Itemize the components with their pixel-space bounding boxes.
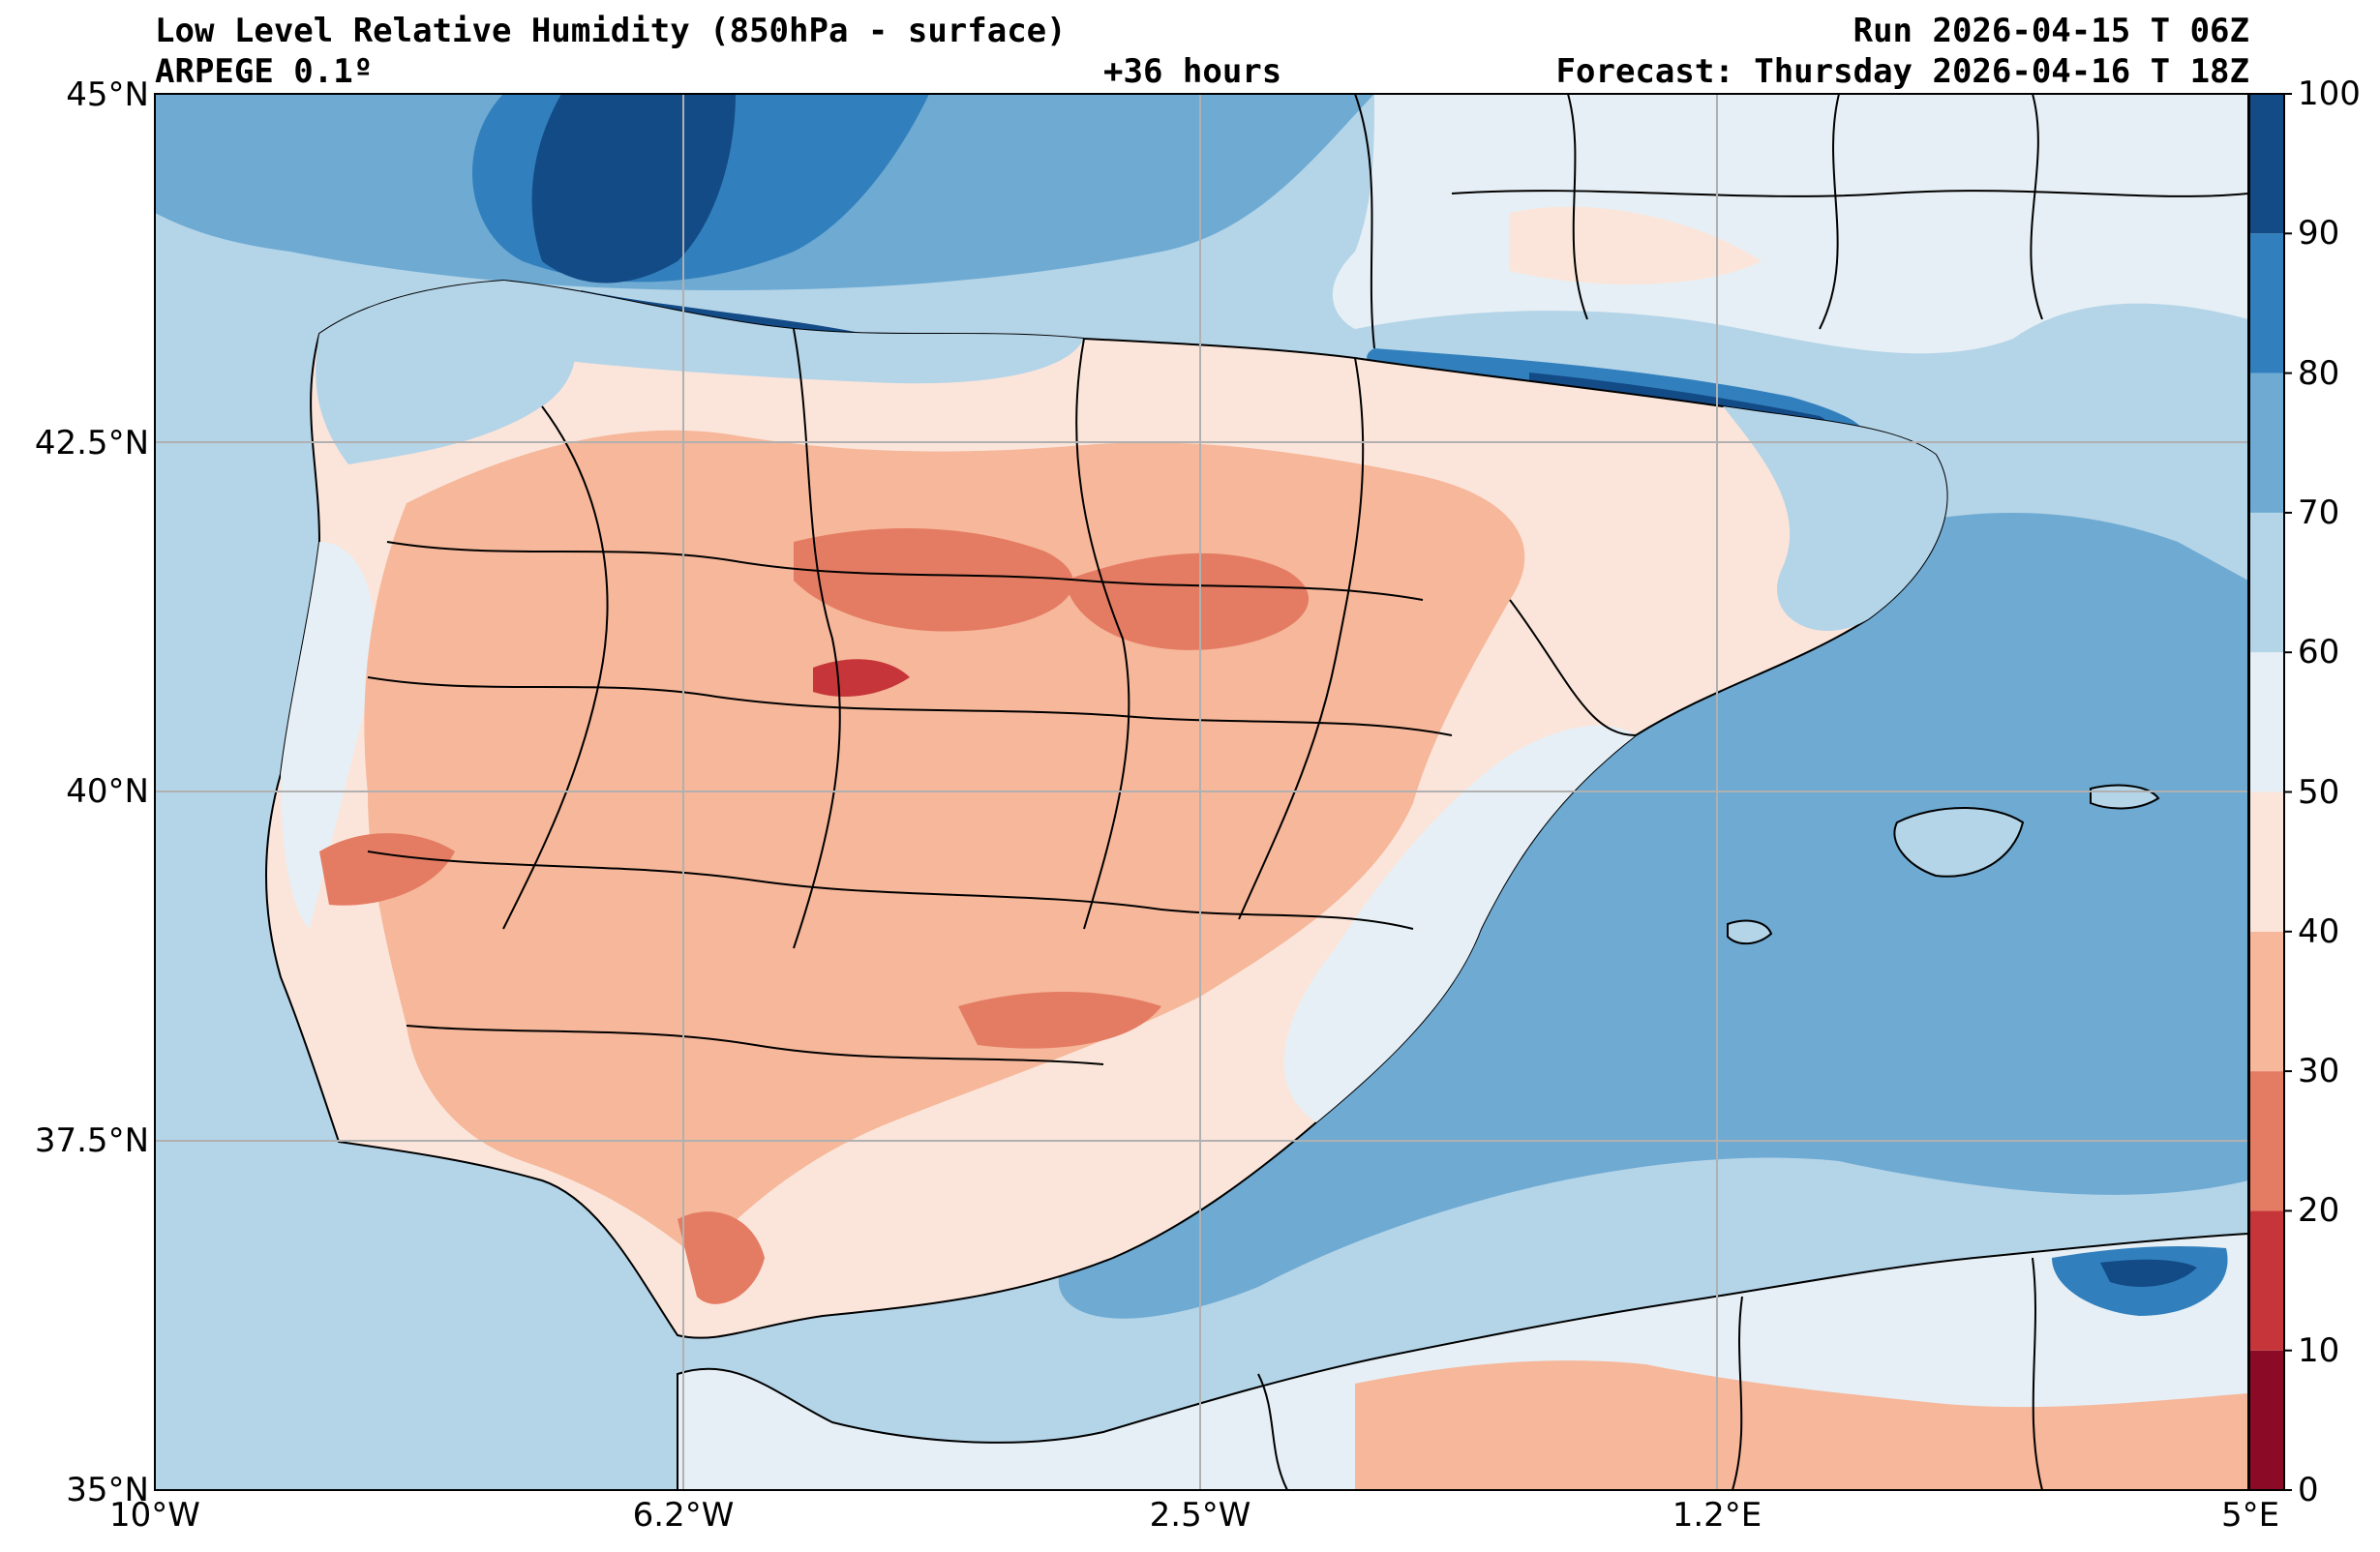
iberia-dry-20-30-east [1065, 552, 1310, 650]
model-label: ARPEGE 0.1º [155, 52, 374, 91]
map-title: Low Level Relative Humidity (850hPa - su… [155, 12, 1067, 50]
humidity-field-70-80-med [1058, 513, 2248, 1319]
galicia-humid [316, 281, 576, 464]
colorbar [2249, 93, 2292, 1491]
gridlines [155, 94, 2248, 1490]
north-africa-dry [1355, 1360, 2248, 1490]
colorbar-segment [2249, 1071, 2284, 1211]
portugal-coast-humid [281, 542, 376, 929]
colorbar-tick-label: 40 [2298, 911, 2340, 951]
colorbar-segment [2249, 1210, 2284, 1351]
lat-tick-label: 42.5°N [34, 424, 149, 463]
colorbar-segment [2249, 791, 2284, 932]
colorbar-segment [2249, 233, 2284, 373]
lat-tick-label: 37.5°N [34, 1121, 149, 1160]
colorbar-segment [2249, 652, 2284, 792]
catalonia-coast-humid [1723, 406, 1947, 631]
humidity-field-90-100-north [531, 94, 736, 284]
lat-tick-label: 35°N [66, 1471, 149, 1509]
colorbar-tick-label: 100 [2298, 75, 2361, 113]
iberia-dry-20-30-portugal [319, 833, 455, 906]
colorbar-tick-label: 0 [2298, 1471, 2319, 1509]
ibiza-land [1727, 919, 1773, 945]
colorbar-tick-label: 10 [2298, 1330, 2340, 1370]
colorbar-tick-label: 30 [2298, 1052, 2340, 1091]
france-land [1332, 94, 2248, 354]
colorbar-tick-label: 50 [2298, 772, 2340, 812]
iberia-dry-20-30-cadiz [678, 1211, 765, 1304]
colorbar-tick-label: 70 [2298, 492, 2340, 532]
lat-tick-label: 40°N [66, 772, 149, 811]
colorbar-tick-label: 20 [2298, 1191, 2340, 1231]
iberia-dry-20-30-center [794, 528, 1073, 632]
colorbar-segment [2249, 931, 2284, 1072]
colorbar-tick-label: 80 [2298, 353, 2340, 393]
north-africa-very-humid [2100, 1259, 2197, 1287]
lat-tick-label: 45°N [66, 75, 149, 114]
lon-tick-label: 1.2°E [1672, 1496, 1762, 1535]
colorbar-segment [2249, 1350, 2284, 1490]
lon-tick-label: 5°E [2220, 1496, 2280, 1535]
colorbar-tick-label: 60 [2298, 633, 2340, 672]
region-borders [367, 94, 2248, 1490]
colorbar-segment [2249, 512, 2284, 653]
lon-tick-label: 2.5°W [1149, 1496, 1251, 1535]
mallorca-land [1893, 807, 2025, 878]
colorbar-tick-label: 90 [2298, 214, 2340, 254]
map-field [155, 94, 2248, 1490]
east-coast-humid [1283, 725, 1636, 1122]
colorbar-frame [2248, 93, 2285, 1491]
lead-time-label: +36 hours [1103, 52, 1282, 91]
run-label: Run 2026-04-15 T 06Z [1853, 12, 2249, 50]
lon-tick-label: 6.2°W [632, 1496, 735, 1535]
forecast-label: Forecast: Thursday 2026-04-16 T 18Z [1555, 52, 2249, 91]
colorbar-segment [2249, 94, 2284, 234]
lon-tick-label: 10°W [109, 1496, 200, 1535]
iberia-dry-20-30-south [958, 992, 1161, 1049]
colorbar-segment [2249, 373, 2284, 513]
